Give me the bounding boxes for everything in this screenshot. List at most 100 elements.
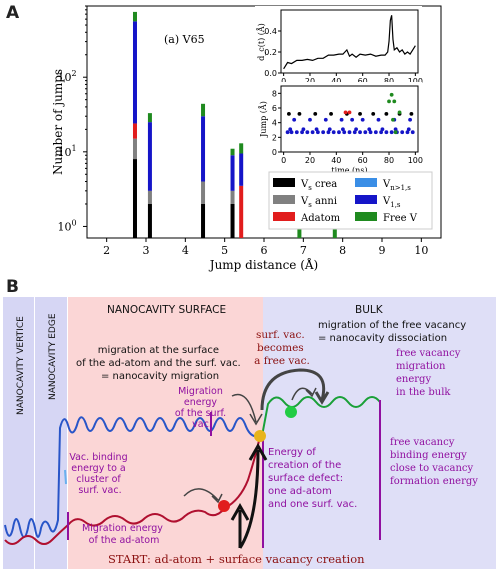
creation-text-1: Energy of	[268, 447, 316, 458]
green-energy-curve	[261, 396, 381, 437]
legend-entry: Vs crea	[300, 179, 337, 192]
free-vacancy-marker	[285, 406, 297, 418]
x-tick-label: 2	[103, 244, 110, 257]
x-tick-label: 9	[379, 244, 386, 257]
inset-bottom-bg	[255, 82, 422, 174]
scatter-point	[288, 127, 293, 132]
bar-segment	[239, 143, 244, 154]
legend-swatch	[355, 195, 377, 204]
region-edge-bg	[35, 297, 67, 569]
scatter-point	[321, 130, 326, 135]
inset-top-x-tick-label: 20	[305, 77, 315, 86]
inset-bottom-x-tick-label: 20	[305, 156, 315, 165]
scatter-point	[310, 130, 315, 135]
scatter-point	[350, 117, 355, 122]
inset-bottom-x-tick-label: 40	[331, 156, 341, 165]
arrow-bulk-hop	[291, 387, 317, 401]
inset-top-x-tick-label: 0	[281, 77, 286, 86]
scatter-point	[297, 111, 302, 116]
bar-segment	[239, 153, 244, 186]
bar-segment	[332, 226, 337, 238]
legend-entry: Vs anni	[300, 196, 337, 209]
inset-bottom-y-label: Jump (Å)	[259, 101, 268, 138]
region-bulk-label: BULK	[355, 304, 384, 316]
panel-b: B NANOCAVITY VERTICE NANOCAVITY EDGE NAN…	[3, 277, 496, 569]
scatter-point	[405, 130, 410, 135]
y-axis-label: Number of jumps	[51, 69, 65, 175]
creation-text-2: creation of the	[268, 460, 341, 471]
scatter-point	[287, 111, 291, 116]
arrow-start-right	[238, 442, 268, 549]
scatter-point	[393, 130, 398, 135]
migr-adatom-text-1: Migration energy	[82, 523, 163, 534]
scatter-point	[389, 92, 394, 97]
scatter-point	[323, 117, 328, 122]
scatter-point	[313, 111, 318, 116]
svg-text:surf. vac. becomes: surf. vac. becomes a free vac.	[254, 329, 310, 367]
bar-segment	[147, 113, 152, 123]
scatter-point	[289, 130, 294, 135]
main-bar-chart: 2 3 4 5 6 7 8 9 10 100 101 102 Jump distance (Å) Numb…	[51, 5, 442, 272]
y-tick-label: 102	[57, 69, 76, 84]
inset-top-line	[283, 15, 416, 70]
scatter-point	[358, 111, 362, 116]
scatter-point	[379, 130, 384, 135]
scatter-point	[406, 127, 411, 132]
x-tick-label: 8	[339, 244, 346, 257]
scatter-point	[376, 117, 381, 122]
region-edge-label: NANOCAVITY EDGE	[48, 313, 58, 400]
blue-energy-curve	[4, 416, 259, 538]
bar-segment	[147, 203, 152, 238]
inset-bottom-x-tick-label: 0	[281, 156, 286, 165]
bar-segment	[201, 181, 206, 204]
x-tick-label: 5	[221, 244, 228, 257]
free-vac-migration-text-3: energy	[396, 374, 431, 385]
migr-surfvac-text-2: energy	[184, 397, 217, 408]
x-axis-label: Jump distance (Å)	[208, 257, 318, 272]
x-tick-label: 10	[414, 244, 428, 257]
scatter-point	[341, 127, 345, 132]
scatter-point	[342, 130, 347, 135]
scatter-point	[397, 110, 402, 115]
scatter-point	[392, 99, 397, 104]
free-binding-text-3: close to vacancy	[390, 463, 473, 474]
inset-bottom-x-tick-label: 100	[408, 156, 423, 165]
bar-segment	[132, 159, 137, 238]
free-vac-migration-text-2: migration	[396, 361, 446, 372]
inset-top-y-tick-label: 0.0	[264, 69, 277, 78]
x-tick-label: 3	[143, 244, 150, 257]
blue-binding-segment	[64, 469, 67, 485]
creation-text-4: one ad-atom	[268, 486, 332, 497]
scatter-point	[391, 117, 395, 122]
svg-text:Migration energy o: Migration energy of the surf. vac.	[175, 386, 229, 430]
inset-scatter-chart: 0 20 40 60 80 100 0 2 4 6 8 time (ns) Jump (Å)	[255, 82, 423, 175]
bar-segment	[132, 138, 137, 160]
bar-segment	[297, 226, 302, 238]
legend-entry: Vn>1,s	[382, 179, 411, 192]
scatter-point	[384, 130, 389, 135]
inset-top-y-tick-label: 0.2	[264, 48, 277, 57]
inset-top-x-tick-label: 100	[408, 77, 423, 86]
svg-text:migration of the free vacancy: migration of the free vacancy = nanocavi…	[318, 320, 469, 344]
scatter-point	[285, 130, 290, 135]
vac-binding-text-4: surf. vac.	[78, 485, 121, 496]
vac-binding-text-1: Vac. binding	[69, 452, 127, 463]
scatter-point	[371, 111, 376, 116]
legend-swatch	[355, 212, 377, 221]
inset-bottom-y-tick-label: 0	[272, 148, 277, 157]
free-vac-migration-text-4: in the bulk	[396, 387, 451, 398]
bar-segment	[132, 21, 137, 124]
scatter-point	[360, 117, 365, 122]
scatter-point	[308, 117, 312, 122]
inset-top-x-tick-label: 40	[331, 77, 341, 86]
start-text: START: ad-atom + surface vacancy creatio…	[108, 552, 365, 566]
svg-text:Energy of creation of th: Energy of creation of the surface defect…	[268, 447, 357, 510]
inset-bottom-y-tick-label: 8	[272, 89, 277, 98]
scatter-point	[352, 130, 357, 135]
scatter-point	[358, 130, 362, 135]
inset-top-frame	[280, 9, 419, 74]
scatter-point	[292, 117, 297, 122]
scatter-point	[409, 111, 414, 116]
creation-text-5: and one surf. vac.	[268, 499, 357, 510]
inset-top-x-tick-label: 80	[384, 77, 394, 86]
